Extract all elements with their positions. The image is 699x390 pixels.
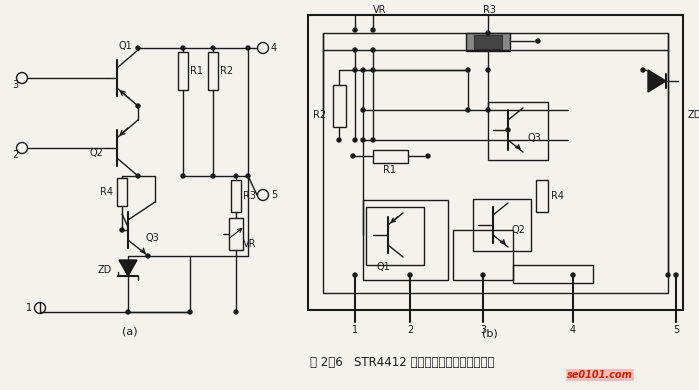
Text: 4: 4 (271, 43, 277, 53)
Text: R1: R1 (190, 66, 203, 76)
Circle shape (506, 128, 510, 132)
Circle shape (353, 273, 357, 277)
Circle shape (641, 68, 645, 72)
Bar (373, 150, 408, 163)
Circle shape (361, 108, 365, 112)
Text: 5: 5 (271, 190, 278, 200)
Text: Q3: Q3 (528, 133, 542, 143)
Circle shape (188, 310, 192, 314)
Text: Q2: Q2 (511, 225, 525, 235)
Text: Q2: Q2 (89, 148, 103, 158)
Circle shape (120, 228, 124, 232)
Circle shape (126, 310, 130, 314)
Circle shape (408, 273, 412, 277)
Circle shape (136, 174, 140, 178)
Bar (231, 180, 241, 212)
Circle shape (353, 48, 357, 52)
Circle shape (211, 46, 215, 50)
Circle shape (136, 46, 140, 50)
Circle shape (181, 174, 185, 178)
Circle shape (246, 174, 250, 178)
Circle shape (211, 174, 215, 178)
Text: 1: 1 (26, 303, 32, 313)
Text: R2: R2 (313, 110, 326, 120)
Circle shape (371, 138, 375, 142)
Circle shape (466, 108, 470, 112)
Circle shape (146, 254, 150, 258)
Text: 3: 3 (480, 325, 486, 335)
Circle shape (234, 174, 238, 178)
Bar (308, 15, 683, 310)
Circle shape (246, 46, 250, 50)
Bar (488, 102, 548, 160)
Circle shape (181, 46, 185, 50)
Text: 1: 1 (352, 325, 358, 335)
Bar (117, 178, 127, 206)
Text: Q3: Q3 (146, 233, 160, 243)
Text: R3: R3 (243, 191, 256, 201)
Bar (333, 85, 346, 127)
Text: R1: R1 (384, 165, 396, 175)
Bar (536, 180, 548, 212)
Bar (473, 199, 531, 251)
Circle shape (351, 154, 355, 158)
Circle shape (371, 28, 375, 32)
Circle shape (674, 273, 678, 277)
Text: Q1: Q1 (118, 41, 132, 51)
Bar (229, 218, 243, 250)
Bar (208, 52, 218, 90)
Text: 5: 5 (673, 325, 679, 335)
Bar (323, 33, 668, 293)
Bar (453, 230, 513, 280)
Text: ZD: ZD (98, 265, 112, 275)
Text: VR: VR (373, 5, 387, 15)
Circle shape (481, 273, 485, 277)
Text: 2: 2 (12, 150, 18, 160)
Circle shape (371, 48, 375, 52)
Text: 3: 3 (12, 80, 18, 90)
Circle shape (361, 68, 365, 72)
Text: VR: VR (243, 239, 257, 249)
Text: (b): (b) (482, 328, 498, 338)
Circle shape (337, 138, 341, 142)
Bar (513, 265, 593, 283)
Text: Q1: Q1 (376, 262, 390, 272)
Bar (178, 52, 188, 90)
Circle shape (536, 39, 540, 43)
Circle shape (486, 108, 490, 112)
Polygon shape (119, 260, 137, 276)
Circle shape (234, 310, 238, 314)
Circle shape (486, 68, 490, 72)
Text: (a): (a) (122, 327, 138, 337)
Polygon shape (648, 70, 666, 92)
Text: se0101.com: se0101.com (567, 370, 633, 380)
Text: R4: R4 (100, 187, 113, 197)
Circle shape (486, 31, 490, 35)
Text: 2: 2 (407, 325, 413, 335)
Circle shape (353, 138, 357, 142)
Circle shape (353, 68, 357, 72)
Circle shape (353, 28, 357, 32)
Circle shape (466, 68, 470, 72)
Circle shape (666, 273, 670, 277)
Text: R3: R3 (484, 5, 496, 15)
Circle shape (426, 154, 430, 158)
Circle shape (136, 104, 140, 108)
Text: R4: R4 (551, 191, 564, 201)
Bar (474, 35, 502, 49)
Text: R2: R2 (220, 66, 233, 76)
Circle shape (371, 68, 375, 72)
Text: 图 2－6   STR4412 的内部电路及仿制印制板图: 图 2－6 STR4412 的内部电路及仿制印制板图 (310, 356, 494, 369)
Bar (466, 33, 510, 51)
Circle shape (361, 138, 365, 142)
Bar (363, 200, 448, 280)
Text: 4: 4 (570, 325, 576, 335)
Circle shape (571, 273, 575, 277)
Text: ZD: ZD (688, 110, 699, 120)
Bar (366, 207, 424, 265)
